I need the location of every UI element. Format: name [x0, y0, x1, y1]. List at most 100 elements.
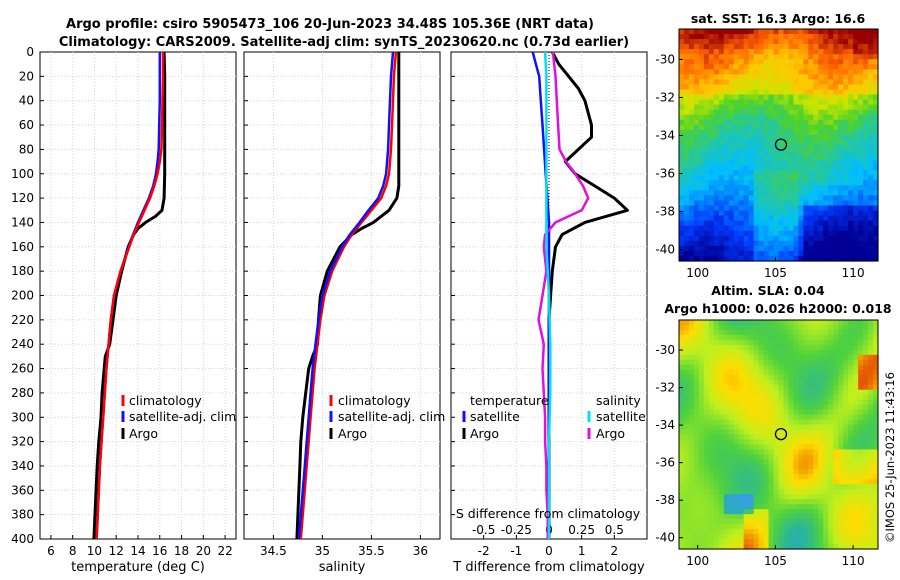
map-cell [843, 119, 849, 126]
map-cell [698, 519, 705, 525]
map-cell [788, 99, 795, 106]
map-cell [793, 225, 799, 232]
map-cell [763, 364, 770, 371]
map-cell [748, 424, 755, 431]
map-cell [713, 339, 720, 346]
map-cell [793, 324, 799, 331]
map-cell [808, 139, 814, 146]
map-cell [843, 449, 849, 456]
map-cell [853, 359, 859, 366]
map-cell [708, 494, 715, 500]
map-cell [693, 459, 700, 465]
map-cell [813, 99, 819, 106]
x-tick-label: 22 [217, 544, 232, 558]
map-cell [688, 245, 695, 252]
map-cell [763, 114, 770, 121]
map-cell [733, 175, 740, 181]
map-cell [838, 384, 844, 391]
map-cell [728, 139, 735, 146]
depth-tick-label: 320 [11, 435, 34, 449]
map-cell [803, 464, 809, 470]
map-cell [723, 399, 730, 406]
map-cell [798, 119, 804, 126]
map-cell [733, 344, 740, 351]
map-cell [793, 499, 799, 505]
map-cell [798, 185, 804, 191]
map-cell [858, 245, 864, 252]
map-cell [858, 134, 864, 141]
map-cell [738, 160, 745, 166]
map-cell [698, 469, 705, 475]
map-cell [713, 499, 720, 505]
map-cell [873, 469, 879, 475]
map-cell [718, 389, 725, 396]
map-cell [778, 79, 785, 86]
map-cell [713, 185, 720, 191]
map-cell [773, 59, 780, 65]
map-cell [693, 165, 700, 171]
map-cell [753, 499, 760, 505]
map-cell [783, 185, 790, 191]
map-cell [743, 69, 750, 75]
map-cell [748, 210, 755, 217]
map-cell [798, 225, 804, 232]
map-cell [758, 399, 765, 406]
map-cell [733, 89, 740, 96]
map-cell [838, 180, 844, 186]
map-cell [708, 170, 715, 176]
map-cell [813, 464, 819, 470]
map-cell [813, 94, 819, 101]
map-cell [788, 444, 795, 451]
map-cell [758, 444, 765, 451]
depth-tick-label: 240 [11, 337, 34, 351]
map-cell [803, 175, 809, 181]
map-cell [679, 339, 685, 346]
map-cell [728, 509, 735, 515]
map-cell [743, 379, 750, 386]
map-cell [683, 499, 690, 505]
map-cell [748, 175, 755, 181]
map-cell [778, 334, 785, 341]
map-cell [808, 544, 814, 550]
map-cell [688, 474, 695, 480]
map-cell [808, 459, 814, 465]
map-cell [798, 439, 804, 446]
map-cell [708, 74, 715, 81]
map-cell [738, 180, 745, 186]
map-cell [803, 124, 809, 131]
map-cell [788, 109, 795, 116]
map-cell [833, 519, 839, 525]
legend-t-satellite-label: satellite [470, 409, 520, 424]
map-cell [813, 200, 819, 207]
map-cell [873, 434, 879, 441]
map-cell [798, 129, 804, 136]
map-cell [773, 160, 780, 166]
map-cell [833, 59, 839, 65]
map-cell [833, 389, 839, 396]
map-cell [723, 329, 730, 336]
map-cell [808, 124, 814, 131]
map-cell [863, 145, 869, 151]
map-cell [808, 424, 814, 431]
map-cell [858, 539, 864, 545]
map-cell [693, 104, 700, 111]
map-cell [723, 215, 730, 222]
map-cell [713, 180, 720, 186]
map-cell [848, 484, 854, 490]
map-cell [723, 339, 730, 346]
map-cell [828, 320, 834, 326]
map-cell [838, 29, 844, 35]
map-cell [813, 364, 819, 371]
map-cell [693, 524, 700, 530]
map-cell [753, 349, 760, 356]
map-cell [698, 464, 705, 470]
map-cell [758, 494, 765, 500]
map-cell [803, 459, 809, 465]
map-cell [853, 139, 859, 146]
map-cell [718, 29, 725, 35]
map-cell [823, 364, 829, 371]
map-cell [818, 165, 824, 171]
map-cell [778, 29, 785, 35]
map-cell [753, 329, 760, 336]
map-cell [803, 74, 809, 81]
